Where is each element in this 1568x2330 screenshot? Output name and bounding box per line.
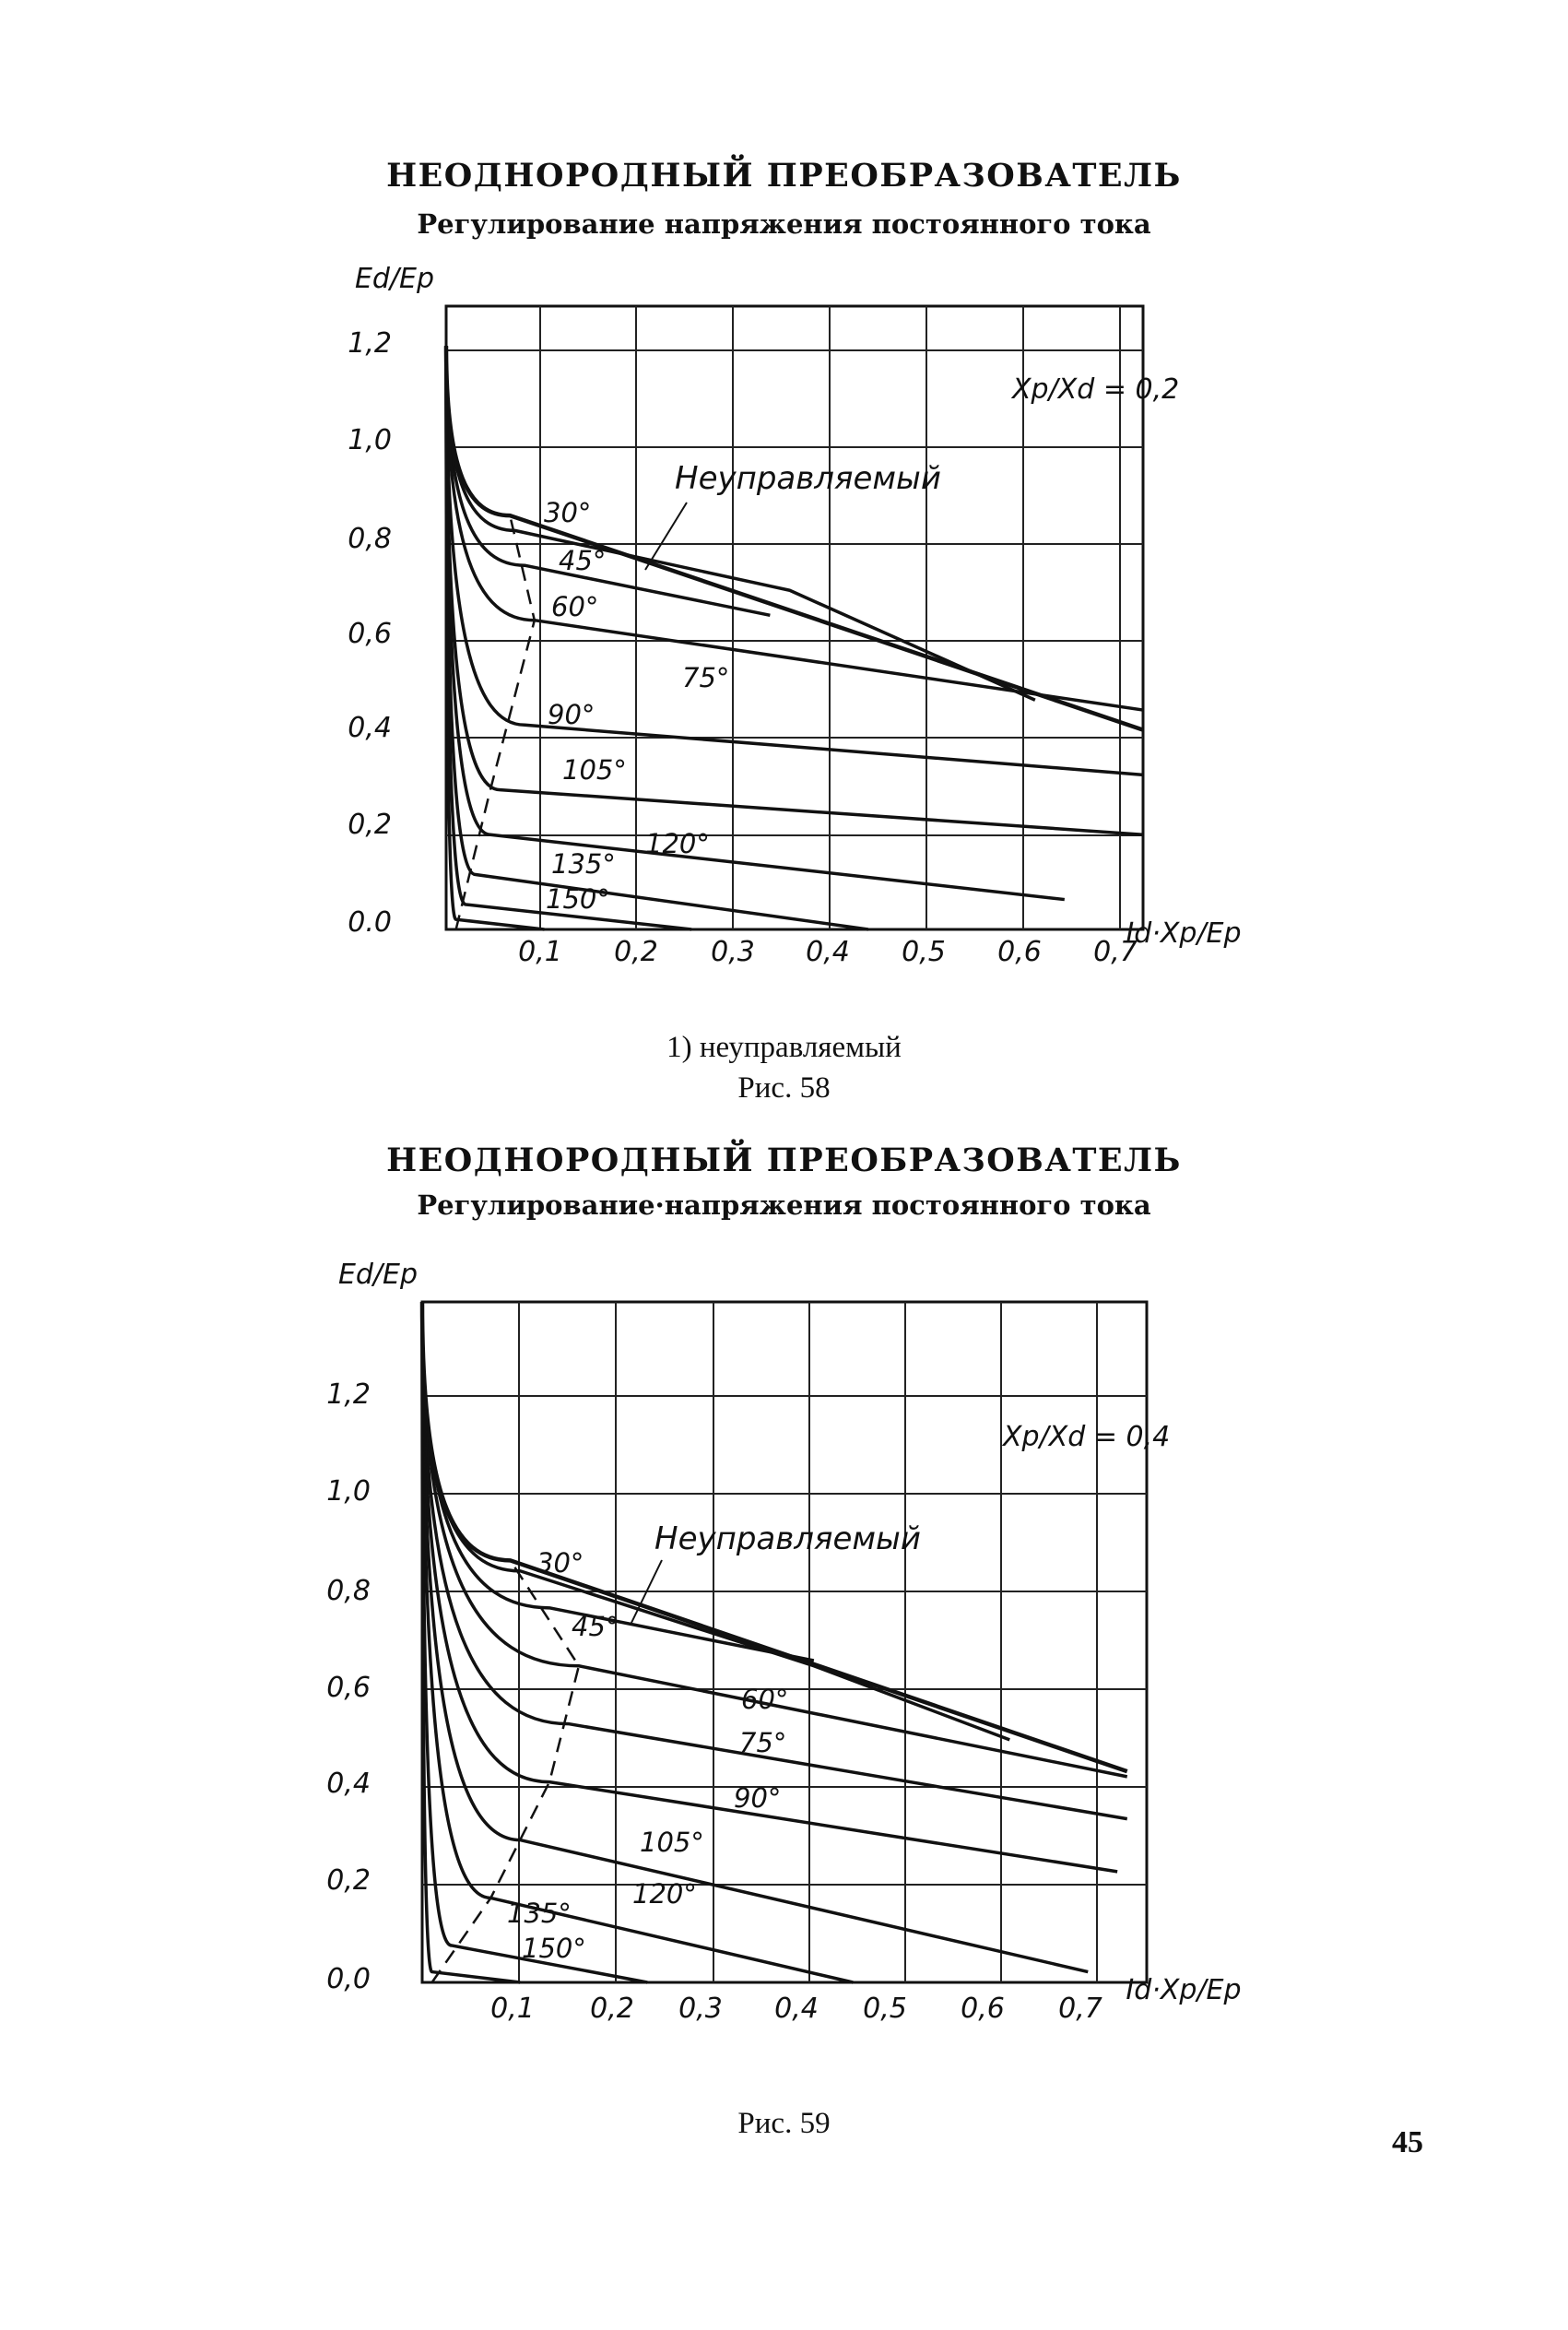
y-tick-label-1: 0,2 [348,809,392,841]
y-tick-label-0: 0.0 [348,906,392,939]
series-label-90deg: 90° [548,699,595,730]
x-axis-label: Id·Xp/Ep [1126,917,1241,950]
series-label-30deg: 30° [536,1547,584,1579]
series-label-120deg: 120° [645,828,710,859]
x-tick-label-3: 0,4 [806,936,850,968]
series-label-105deg: 105° [562,754,627,786]
y-tick-label-6: 1,2 [326,1378,371,1411]
y-axis-label: Ed/Ep [355,263,434,295]
series-label-135deg: 135° [507,1898,572,1929]
x-tick-label-3: 0,4 [774,1993,819,2025]
fig58-title: НЕОДНОРОДНЫЙ ПРЕОБРАЗОВАТЕЛЬ [386,157,1182,195]
parameter-label: Xp/Xd = 0,4 [1001,1421,1170,1453]
series-label-90deg: 90° [734,1782,781,1814]
series-label-60deg: 60° [551,591,598,622]
x-tick-label-1: 0,2 [614,936,658,968]
y-tick-label-5: 1,0 [348,424,392,456]
fig58-caption: Рис. 58 [737,1071,831,1105]
uncontrolled-pointer-line [630,1559,663,1626]
series-135deg [420,1301,648,1984]
series-label-135deg: 135° [551,848,616,880]
series-105deg [420,1301,1089,1974]
fig59-title: НЕОДНОРОДНЫЙ ПРЕОБРАЗОВАТЕЛЬ [386,1141,1182,1179]
x-tick-label-4: 0,5 [902,936,946,968]
x-tick-label-0: 0,1 [518,936,562,968]
parameter-label: Xp/Xd = 0,2 [1010,373,1179,406]
y-tick-label-4: 0,8 [348,523,392,555]
y-tick-label-5: 1,0 [326,1475,371,1508]
y-tick-label-2: 0,4 [348,712,392,744]
x-tick-label-2: 0,3 [711,936,755,968]
x-tick-label-6: 0,7 [1058,1993,1102,2025]
series-label-105deg: 105° [640,1827,704,1858]
boundary-dashed-line [454,514,536,930]
series-150deg [420,1301,521,1984]
y-tick-label-3: 0,6 [348,618,392,650]
series-105deg [444,346,1066,902]
uncontrolled-label: Неуправляемый [654,1520,921,1557]
series-label-45deg: 45° [572,1611,619,1642]
plot-frame [420,1300,1149,1984]
series-150deg [444,346,545,931]
series-label-120deg: 120° [632,1878,697,1910]
fig58-subtitle: Регулирование напряжения постоянного ток… [417,208,1151,240]
fig58-caption-sub: 1) неуправляемый [666,1031,902,1064]
y-tick-label-3: 0,6 [326,1672,371,1704]
series-label-30deg: 30° [544,497,591,528]
series-label-75deg: 75° [682,662,729,693]
x-axis-label: Id·Xp/Ep [1126,1974,1241,2006]
boundary-dashed-line [430,1559,581,1983]
uncontrolled-pointer-line [644,502,688,571]
y-tick-label-4: 0,8 [326,1575,371,1607]
x-tick-label-5: 0,6 [997,936,1042,968]
series-label-150deg: 150° [546,883,610,915]
y-tick-label-6: 1,2 [348,327,392,360]
y-tick-label-0: 0,0 [326,1963,371,1995]
page-number: 45 [1392,2125,1423,2159]
series-label-45deg: 45° [559,545,606,576]
series-label-150deg: 150° [522,1933,586,1964]
y-tick-label-2: 0,4 [326,1768,371,1800]
y-axis-label: Ed/Ep [338,1259,418,1291]
x-tick-label-5: 0,6 [961,1993,1005,2025]
x-tick-label-1: 0,2 [590,1993,634,2025]
fig58-chart: 0,1 0,2 0,3 0,4 0,5 0,6 0,7 0.0 0,2 0,4 0,6 0,8 1,0 1… [348,263,1241,968]
x-tick-label-4: 0,5 [863,1993,907,2025]
series-45deg [420,1301,815,1662]
series-label-60deg: 60° [741,1684,788,1715]
x-tick-label-0: 0,1 [490,1993,535,2025]
fig59-subtitle: Регулирование·напряжения постоянного ток… [417,1189,1151,1221]
fig59-caption: Рис. 59 [737,2107,831,2140]
series-label-75deg: 75° [739,1727,786,1758]
x-tick-label-6: 0,7 [1093,936,1138,968]
y-tick-label-1: 0,2 [326,1864,371,1897]
uncontrolled-label: Неуправляемый [675,460,941,497]
x-tick-label-2: 0,3 [678,1993,723,2025]
fig59-chart: 0,1 0,2 0,3 0,4 0,5 0,6 0,7 0,0 0,2 0,4 0,6 0,8 1,0 1… [326,1259,1241,2025]
